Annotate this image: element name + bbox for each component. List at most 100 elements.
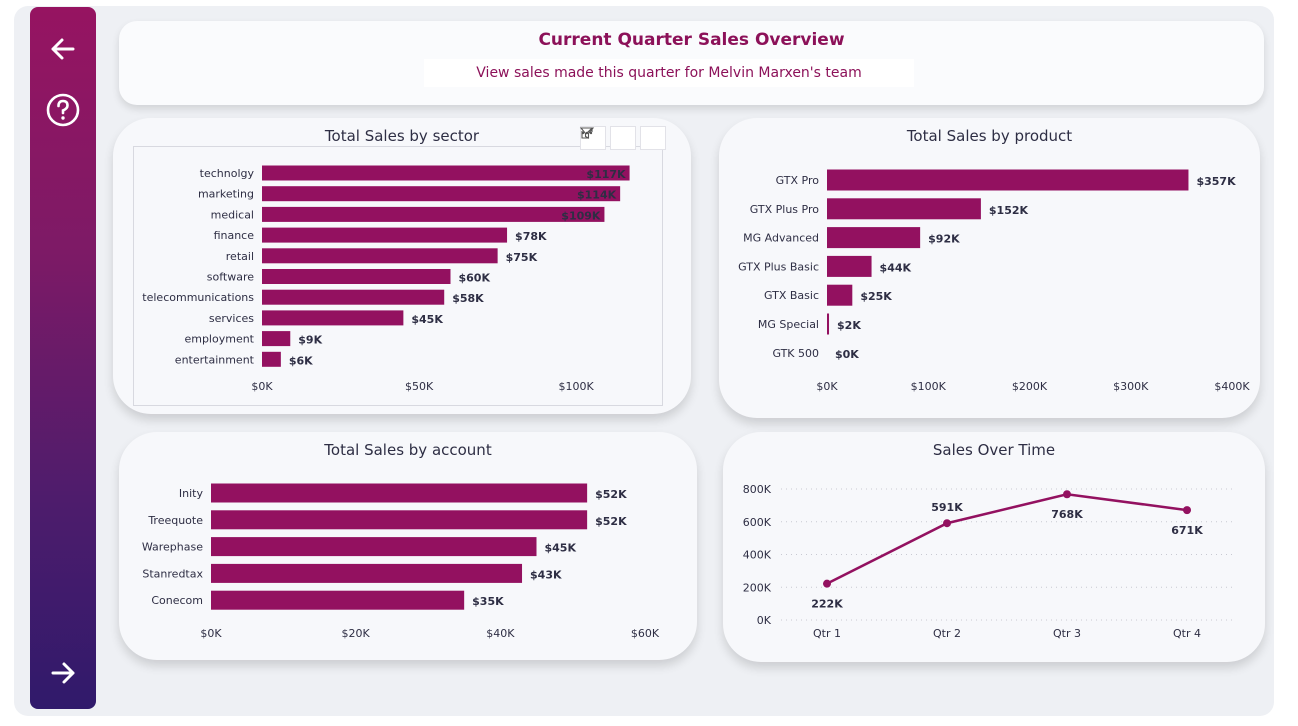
data-label: $44K bbox=[880, 261, 912, 274]
more-options-icon bbox=[581, 131, 593, 135]
data-point bbox=[1063, 490, 1071, 499]
page-title: Current Quarter Sales Overview bbox=[538, 30, 845, 50]
axis-tick-label: $400K bbox=[1214, 380, 1250, 393]
axis-tick-label: $300K bbox=[1113, 380, 1149, 393]
axis-tick-label: $100K bbox=[911, 380, 947, 393]
back-arrow-button[interactable] bbox=[43, 29, 83, 69]
data-label: $52K bbox=[595, 515, 627, 528]
data-label: 671K bbox=[1171, 524, 1203, 537]
arrow-left-icon bbox=[51, 38, 75, 60]
sector-chart-title: Total Sales by sector bbox=[324, 127, 480, 145]
axis-tick-label: $100K bbox=[559, 380, 595, 393]
bar bbox=[262, 248, 498, 264]
data-label: $52K bbox=[595, 488, 627, 501]
axis-tick-label: 600K bbox=[743, 516, 772, 529]
account-bar-chart: Inity $52K Treequote $52K Warephase $45K Stanr… bbox=[142, 483, 660, 640]
bar bbox=[262, 165, 630, 181]
bar bbox=[262, 206, 605, 222]
bar bbox=[262, 331, 291, 347]
data-label: $60K bbox=[459, 272, 491, 285]
sector-bar-chart: technolgy $117K marketing $114K medical $109K… bbox=[142, 165, 630, 393]
data-label: $6K bbox=[289, 354, 313, 367]
data-label: $9K bbox=[298, 334, 322, 347]
next-arrow-button[interactable] bbox=[43, 653, 83, 693]
data-label: $2K bbox=[837, 319, 861, 332]
visual-focus-frame bbox=[133, 146, 663, 406]
data-label: 222K bbox=[811, 598, 843, 611]
category-label: Stanredtax bbox=[142, 567, 203, 580]
bar bbox=[262, 310, 404, 326]
category-label: Inity bbox=[179, 487, 204, 500]
category-label: medical bbox=[211, 208, 254, 221]
data-point bbox=[943, 519, 951, 528]
data-label: $152K bbox=[989, 204, 1029, 217]
axis-tick-label: 800K bbox=[743, 483, 772, 496]
visual-toolbar bbox=[579, 126, 666, 150]
bar bbox=[211, 510, 588, 530]
sidebar-nav bbox=[30, 7, 96, 709]
bar bbox=[827, 169, 1189, 191]
axis-tick-label: $0K bbox=[200, 627, 222, 640]
bar bbox=[211, 563, 523, 583]
sector-chart-card[interactable]: Total Sales by sector technolgy $117K mark… bbox=[113, 118, 691, 414]
axis-tick-label: Qtr 4 bbox=[1173, 627, 1201, 640]
data-label: $35K bbox=[472, 595, 504, 608]
help-button[interactable] bbox=[43, 90, 83, 130]
axis-tick-label: Qtr 1 bbox=[813, 627, 841, 640]
bar bbox=[262, 289, 445, 305]
data-point bbox=[823, 579, 831, 588]
axis-tick-label: $0K bbox=[251, 380, 273, 393]
category-label: entertainment bbox=[175, 353, 255, 366]
product-chart-title: Total Sales by product bbox=[906, 127, 1073, 145]
axis-tick-label: $50K bbox=[405, 380, 434, 393]
product-bar-chart: GTX Pro $357K GTX Plus Pro $152K MG Advanced… bbox=[738, 169, 1250, 393]
data-label: $45K bbox=[545, 542, 577, 555]
bar bbox=[262, 351, 281, 367]
category-label: GTK 500 bbox=[772, 347, 819, 360]
axis-tick-label: $40K bbox=[486, 627, 515, 640]
axis-tick-label: $200K bbox=[1012, 380, 1048, 393]
category-label: GTX Plus Basic bbox=[738, 260, 819, 273]
data-label: $109K bbox=[561, 209, 601, 222]
category-label: MG Advanced bbox=[743, 232, 819, 245]
focus-mode-button[interactable] bbox=[581, 126, 636, 150]
category-label: Treequote bbox=[147, 514, 203, 527]
category-label: marketing bbox=[198, 188, 254, 201]
data-label: $25K bbox=[860, 290, 892, 303]
category-label: GTX Pro bbox=[776, 174, 820, 187]
header-panel: Current Quarter Sales Overview View sale… bbox=[119, 21, 1264, 105]
bar bbox=[827, 255, 872, 277]
data-label: $0K bbox=[835, 348, 859, 361]
time-chart-card[interactable]: Sales Over Time 0K 200K 400K 600K 800K 222K Qt… bbox=[723, 432, 1265, 662]
axis-tick-label: Qtr 2 bbox=[933, 627, 961, 640]
category-label: finance bbox=[214, 229, 255, 242]
category-label: services bbox=[209, 312, 254, 325]
category-label: Warephase bbox=[142, 541, 203, 554]
data-point bbox=[1183, 506, 1191, 515]
page-subtitle: View sales made this quarter for Melvin … bbox=[424, 59, 914, 87]
data-label: $45K bbox=[411, 313, 443, 326]
bar bbox=[211, 483, 588, 503]
account-chart-card[interactable]: Total Sales by account Inity $52K Treequot… bbox=[119, 432, 697, 660]
product-chart-card[interactable]: Total Sales by product GTX Pro $357K GTX P… bbox=[719, 118, 1260, 418]
axis-tick-label: $60K bbox=[631, 627, 660, 640]
data-label: $75K bbox=[506, 251, 538, 264]
more-options-button[interactable] bbox=[581, 126, 666, 150]
bar bbox=[211, 537, 537, 557]
bar bbox=[211, 590, 465, 610]
axis-tick-label: Qtr 3 bbox=[1053, 627, 1081, 640]
category-label: Conecom bbox=[151, 594, 203, 607]
category-label: MG Special bbox=[758, 318, 819, 331]
category-label: employment bbox=[184, 333, 254, 346]
bar bbox=[262, 186, 621, 202]
bar bbox=[827, 227, 921, 249]
account-chart-title: Total Sales by account bbox=[324, 441, 492, 459]
data-label: 591K bbox=[931, 501, 963, 514]
bar bbox=[827, 284, 853, 306]
axis-tick-label: $0K bbox=[816, 380, 838, 393]
axis-tick-label: 0K bbox=[757, 614, 772, 627]
category-label: technolgy bbox=[200, 167, 255, 180]
category-label: retail bbox=[226, 250, 254, 263]
arrow-right-icon bbox=[51, 662, 75, 684]
time-chart-title: Sales Over Time bbox=[932, 441, 1056, 459]
